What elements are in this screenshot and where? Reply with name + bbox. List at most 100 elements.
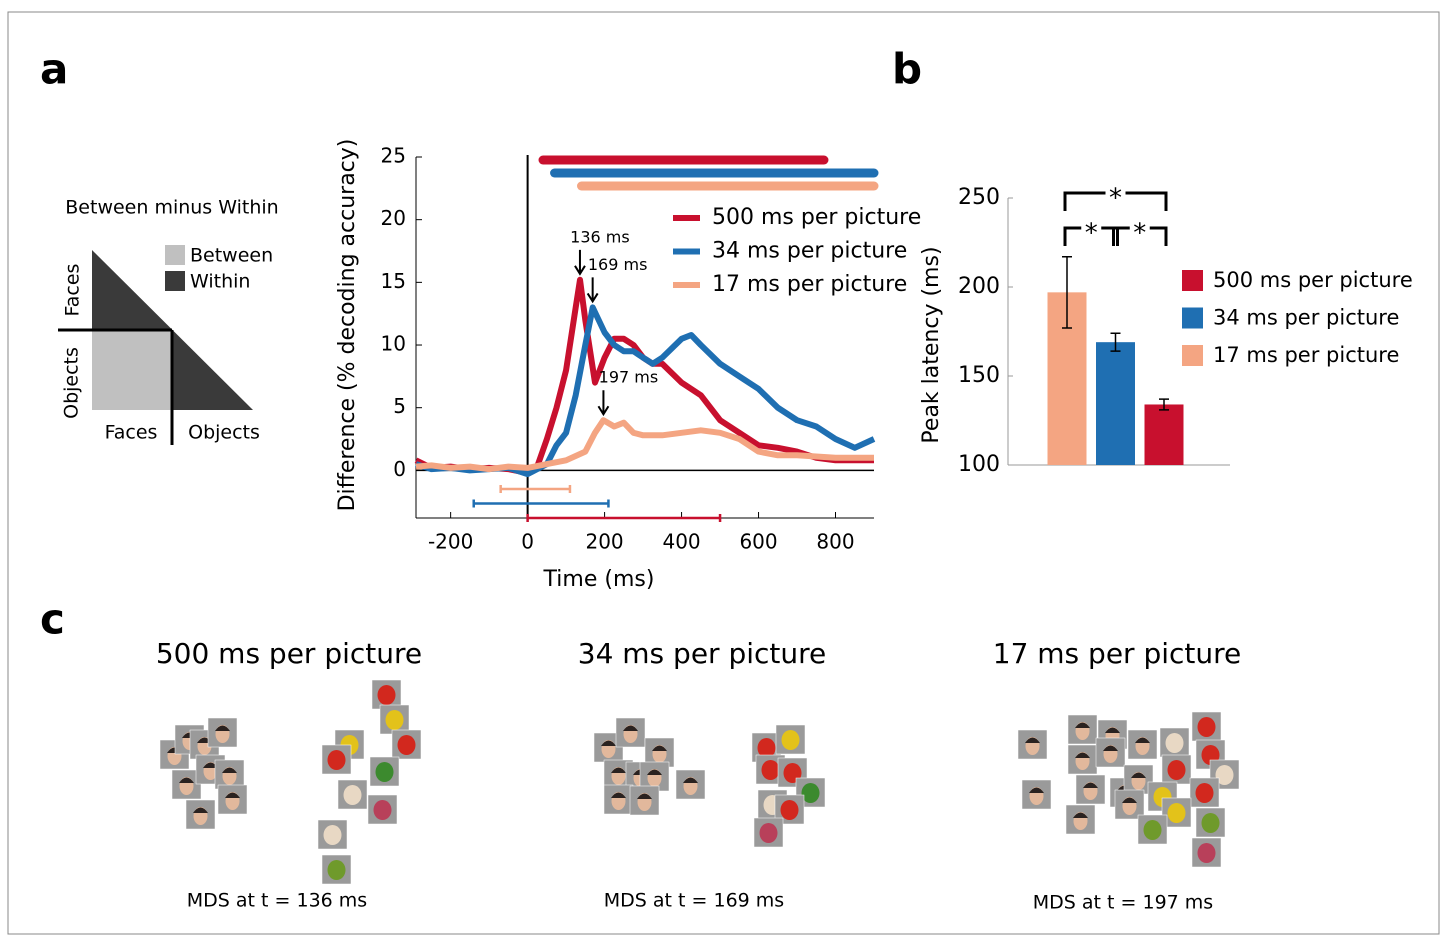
annotation-arrow xyxy=(597,390,610,417)
significance-label: * xyxy=(1109,184,1122,214)
panel-label: a xyxy=(40,45,68,94)
hair xyxy=(215,725,230,731)
bar xyxy=(1096,342,1135,465)
annotation: 197 ms xyxy=(599,368,659,387)
food xyxy=(781,730,800,750)
hair xyxy=(623,725,638,731)
hair xyxy=(222,767,237,773)
x-axis-label: Time (ms) xyxy=(543,567,655,592)
thumbnail xyxy=(1067,744,1098,775)
diagram-title: Between minus Within xyxy=(65,197,278,219)
error-bar xyxy=(1110,332,1121,352)
x-tick-label: 800 xyxy=(816,530,854,554)
thumbnail xyxy=(317,819,348,850)
hair xyxy=(637,793,652,799)
y-tick-label: 0 xyxy=(393,457,406,481)
annotation: 136 ms xyxy=(570,227,630,246)
y-tick-label: 5 xyxy=(393,394,406,418)
series-line xyxy=(415,304,876,478)
hair xyxy=(1122,797,1137,803)
hair xyxy=(1029,787,1044,793)
legend-label: 34 ms per picture xyxy=(1213,306,1399,330)
legend-swatch xyxy=(165,245,185,265)
legend-label: Between xyxy=(190,245,273,267)
thumbnail xyxy=(1191,837,1222,868)
y-tick-label: 25 xyxy=(381,144,406,168)
hair xyxy=(193,807,208,813)
annotation-arrow xyxy=(574,249,586,276)
thumbnail xyxy=(217,784,248,815)
bar xyxy=(1144,404,1184,465)
hair xyxy=(611,792,626,798)
thumbnail xyxy=(1017,729,1048,760)
hair xyxy=(611,767,626,773)
hair xyxy=(225,792,240,798)
thumbnail xyxy=(214,759,245,790)
thumbnail xyxy=(593,732,624,763)
legend-label: 500 ms per picture xyxy=(712,205,921,230)
legend-swatch xyxy=(165,271,185,291)
thumbnail xyxy=(1161,754,1192,785)
food xyxy=(1215,765,1234,785)
thumbnail xyxy=(1127,729,1158,760)
y-axis-label: Peak latency (ms) xyxy=(919,246,944,443)
legend-swatch xyxy=(1182,345,1203,366)
thumbnail xyxy=(675,769,706,800)
significance-label: * xyxy=(1085,219,1098,249)
mds-caption: MDS at t = 197 ms xyxy=(1033,892,1213,914)
thumbnail xyxy=(1095,737,1126,768)
food xyxy=(323,825,342,845)
food xyxy=(327,750,346,770)
legend-label: 17 ms per picture xyxy=(712,272,907,297)
thumbnail xyxy=(1161,797,1192,828)
thumbnail xyxy=(629,785,660,816)
hair xyxy=(601,740,616,746)
axis-label: Objects xyxy=(188,422,260,444)
frame xyxy=(7,11,1440,935)
x-tick-label: 400 xyxy=(662,530,700,554)
axis-label: Faces xyxy=(62,264,84,317)
food xyxy=(801,783,820,803)
food xyxy=(377,685,396,705)
thumbnail xyxy=(321,744,352,775)
food xyxy=(1195,783,1214,803)
significance-label: * xyxy=(1133,219,1146,249)
thumbnail xyxy=(603,784,634,815)
mds-title: 17 ms per picture xyxy=(993,637,1242,670)
panel-label: c xyxy=(40,595,65,644)
hair xyxy=(1075,752,1090,758)
food xyxy=(780,800,799,820)
panel-label: b xyxy=(892,45,922,94)
thumbnail xyxy=(1067,714,1098,745)
food xyxy=(1197,717,1216,737)
error-bar xyxy=(1159,398,1169,411)
food xyxy=(761,760,780,780)
thumbnail xyxy=(369,756,400,787)
thumbnail xyxy=(1195,807,1226,838)
thumbnail xyxy=(1189,777,1220,808)
thumbnail xyxy=(337,779,368,810)
x-tick-label: -200 xyxy=(428,530,473,554)
hair xyxy=(179,777,194,783)
thumbnail xyxy=(379,704,410,735)
thumbnail xyxy=(753,817,784,848)
thumbnail xyxy=(207,717,238,748)
food xyxy=(1165,733,1184,753)
between-region xyxy=(92,330,172,410)
legend-label: 500 ms per picture xyxy=(1213,268,1413,292)
thumbnail xyxy=(321,854,352,885)
legend-label: 17 ms per picture xyxy=(1213,343,1399,367)
y-tick-label: 200 xyxy=(958,274,1000,299)
thumbnail xyxy=(1159,727,1190,758)
x-tick-label: 600 xyxy=(739,530,777,554)
thumbnail xyxy=(615,717,646,748)
annotation-arrow xyxy=(586,277,599,304)
y-tick-label: 250 xyxy=(958,185,1000,210)
food xyxy=(757,738,776,758)
y-axis-label: Difference (% decoding accuracy) xyxy=(335,139,360,512)
food xyxy=(343,785,362,805)
diagram: Between minus Within Between Within Face… xyxy=(58,197,279,445)
legend-swatch xyxy=(1182,307,1203,329)
mds-caption: MDS at t = 169 ms xyxy=(604,890,784,912)
